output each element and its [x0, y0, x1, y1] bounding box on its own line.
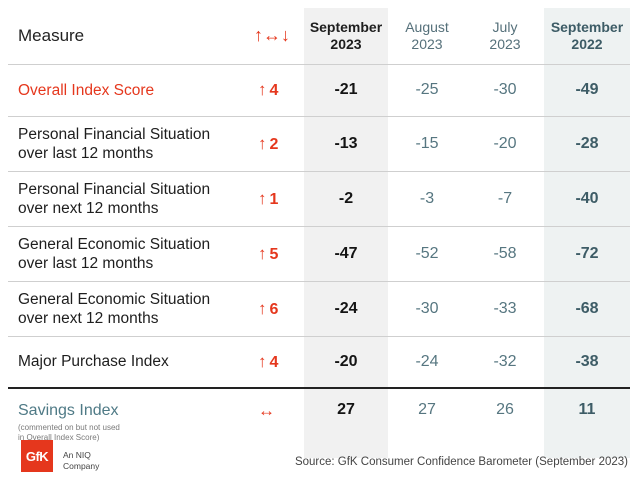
change-cell: ↑ 6: [238, 281, 304, 337]
row-label-savings-index: Savings Index (commented on but not used…: [8, 388, 238, 458]
row-label: Personal Financial Situation over last 12…: [8, 116, 238, 172]
column-header-july-2023: July 2023: [466, 8, 544, 65]
confidence-table: Measure ↑↔↓ September 2023 August 2023 Jul…: [8, 8, 630, 458]
value-sep-2023: -2: [304, 171, 388, 227]
table-row: General Economic Situation over next 12 m…: [8, 281, 630, 337]
change-cell: ↑ 4: [238, 64, 304, 117]
value-jul-2023: -33: [466, 281, 544, 337]
measure-column-header: Measure: [8, 8, 238, 65]
value-jul-2023: -58: [466, 226, 544, 282]
up-arrow-icon: ↑: [258, 133, 267, 153]
row-label-overall-index: Overall Index Score: [8, 64, 238, 117]
value-aug-2023: -52: [388, 226, 466, 282]
footer: GfK An NIQ Company Source: GfK Consumer …: [0, 430, 641, 500]
value-jul-2023: 26: [496, 401, 514, 418]
value-sep-2022: 11: [544, 388, 630, 458]
value-jul-2023: -7: [466, 171, 544, 227]
change-cell: ↑ 1: [238, 171, 304, 227]
savings-footnote: (commented on but not used in Overall Ind…: [18, 423, 120, 442]
value-sep-2023: -13: [304, 116, 388, 172]
value-jul-2023: -20: [466, 116, 544, 172]
change-cell: ↑ 2: [238, 116, 304, 172]
table-row: Personal Financial Situation over last 12…: [8, 116, 630, 172]
value-sep-2023: -47: [304, 226, 388, 282]
table-row: Overall Index Score ↑ 4 -21 -25 -30 -49: [8, 64, 630, 117]
up-arrow-icon: ↑: [258, 188, 267, 208]
value-sep-2022: -72: [544, 226, 630, 282]
value-aug-2023: -30: [388, 281, 466, 337]
table-row: Personal Financial Situation over next 12…: [8, 171, 630, 227]
value-aug-2023: -3: [388, 171, 466, 227]
value-aug-2023: -15: [388, 116, 466, 172]
source-note: Source: GfK Consumer Confidence Baromete…: [294, 456, 628, 468]
value-sep-2023: -24: [304, 281, 388, 337]
value-sep-2023: -20: [304, 336, 388, 389]
value-sep-2022: -38: [544, 336, 630, 389]
up-arrow-icon: ↑: [258, 351, 267, 371]
value-aug-2023: -24: [388, 336, 466, 389]
table-row: Major Purchase Index ↑ 4 -20 -24 -32 -38: [8, 336, 630, 389]
value-sep-2022: -68: [544, 281, 630, 337]
up-arrow-icon: ↑: [258, 243, 267, 263]
table-row: General Economic Situation over last 12 m…: [8, 226, 630, 282]
table-header-row: Measure ↑↔↓ September 2023 August 2023 Jul…: [8, 8, 630, 65]
column-header-september-2023: September 2023: [304, 8, 388, 65]
no-change-arrow-icon: ↔: [258, 401, 275, 420]
logo-tagline: An NIQ Company: [63, 450, 100, 471]
change-cell: ↑ 5: [238, 226, 304, 282]
value-sep-2022: -28: [544, 116, 630, 172]
change-direction-icon: ↑↔↓: [238, 8, 304, 65]
column-header-september-2022: September 2022: [544, 8, 630, 65]
row-label-major-purchase: Major Purchase Index: [8, 336, 238, 389]
value-sep-2022: -49: [544, 64, 630, 117]
value-aug-2023: -25: [388, 64, 466, 117]
savings-index-row: Savings Index (commented on but not used…: [8, 388, 630, 458]
value-aug-2023: 27: [418, 401, 436, 418]
value-jul-2023: -30: [466, 64, 544, 117]
column-header-august-2023: August 2023: [388, 8, 466, 65]
change-cell: ↑ 4: [238, 336, 304, 389]
row-label: General Economic Situation over next 12 m…: [8, 281, 238, 337]
up-arrow-icon: ↑: [258, 298, 267, 318]
up-arrow-icon: ↑: [258, 80, 267, 99]
value-sep-2023: -21: [304, 64, 388, 117]
value-sep-2023: 27: [304, 388, 388, 458]
value-jul-2023: -32: [466, 336, 544, 389]
row-label: Personal Financial Situation over next 12…: [8, 171, 238, 227]
value-sep-2022: -40: [544, 171, 630, 227]
gfk-logo: GfK: [21, 440, 53, 472]
row-label: General Economic Situation over last 12 m…: [8, 226, 238, 282]
